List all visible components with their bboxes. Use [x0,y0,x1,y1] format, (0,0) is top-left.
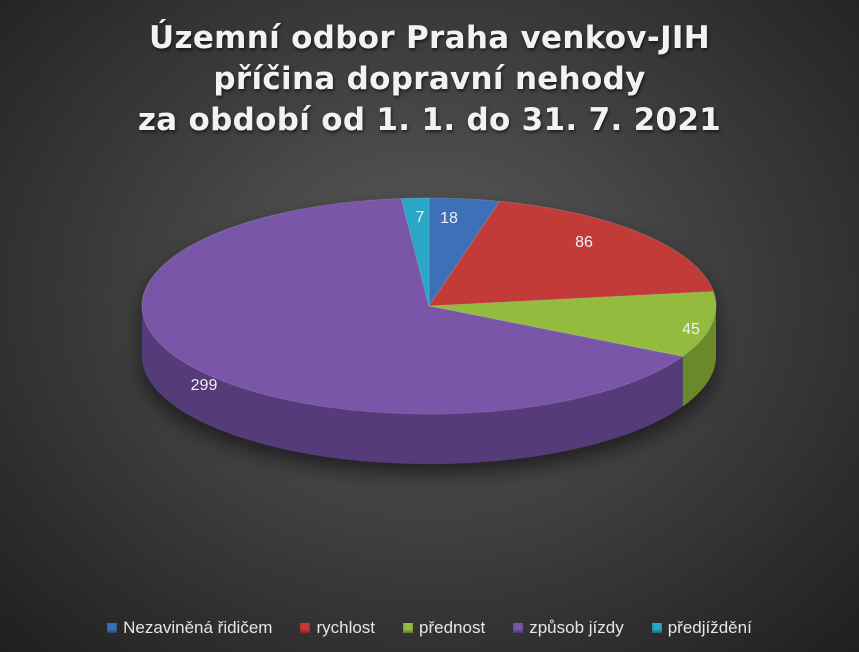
legend-item: předjíždění [651,618,752,638]
chart-title-line-2: příčina dopravní nehody [213,61,646,97]
pie-slice-side [142,306,683,465]
legend: Nezaviněná řidičem rychlost přednost způ… [0,618,859,638]
legend-swatch [513,623,524,633]
legend-swatch [651,623,662,633]
pie-slice [428,200,714,307]
legend-swatch [107,623,118,633]
data-label: 299 [191,377,218,394]
legend-item: rychlost [300,618,375,638]
pie-slice [428,291,717,357]
pie-slice [400,197,430,307]
legend-swatch [300,623,311,633]
legend-swatch [403,623,414,633]
legend-label: předjíždění [667,618,752,637]
legend-label: rychlost [316,618,376,637]
pie-slice-side [682,306,716,407]
data-label: 86 [575,234,593,251]
data-label: 45 [682,321,700,338]
data-label: 18 [440,210,458,227]
data-label: 7 [416,209,425,226]
chart-title-line-1: Územní odbor Praha venkov-JIH [149,20,710,56]
legend-item: Nezaviněná řidičem [107,618,272,638]
legend-label: způsob jízdy [529,618,624,637]
legend-label: Nezaviněná řidičem [123,618,273,637]
legend-label: přednost [419,618,486,637]
legend-item: způsob jízdy [513,618,624,638]
pie-slice [141,198,684,415]
chart-title-line-3: za období od 1. 1. do 31. 7. 2021 [137,102,722,138]
legend-item: přednost [403,618,485,638]
